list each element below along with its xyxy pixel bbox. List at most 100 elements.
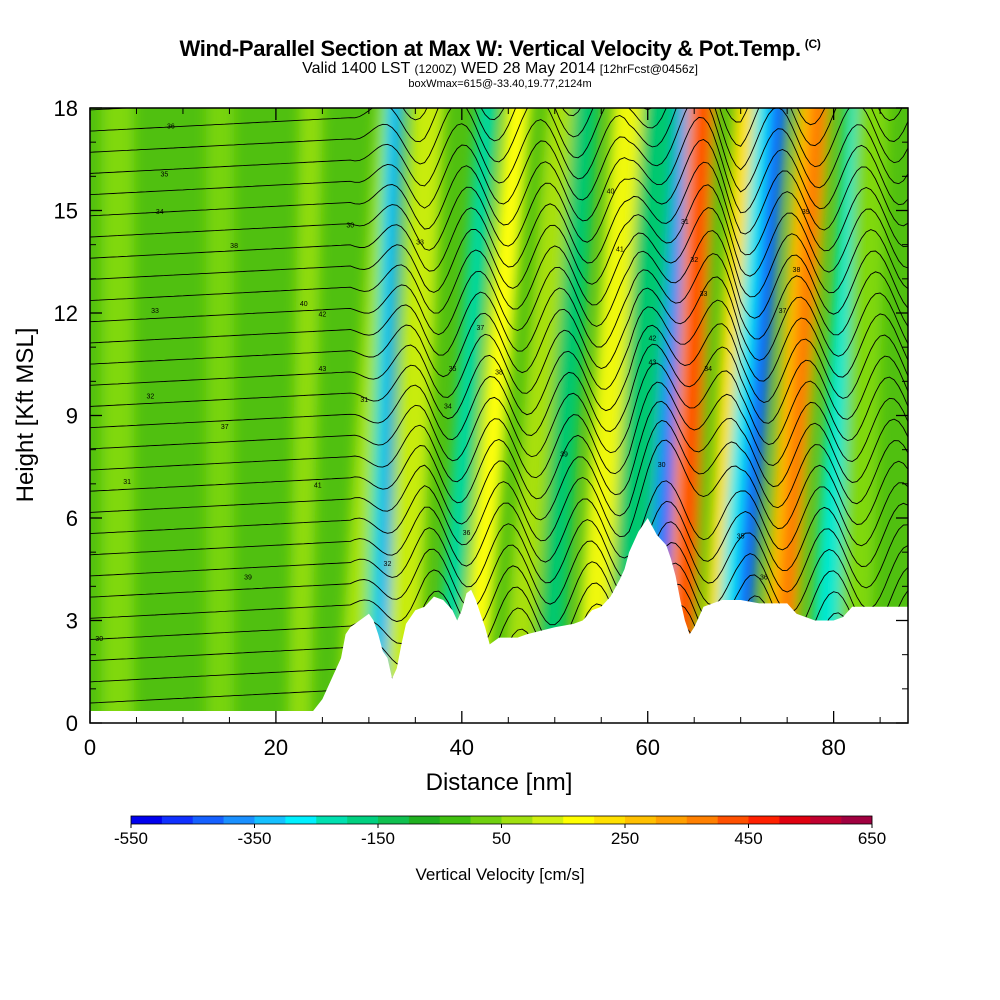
colorbar-swatch xyxy=(347,816,379,824)
chart-title: Wind-Parallel Section at Max W: Vertical… xyxy=(0,36,1000,62)
isentrope-label: 38 xyxy=(495,370,503,377)
isentrope-line xyxy=(90,161,908,272)
velocity-band xyxy=(836,108,889,723)
velocity-field xyxy=(101,108,889,723)
colorbar-swatch xyxy=(717,816,749,824)
x-tick-label: 20 xyxy=(264,735,288,760)
velocity-band xyxy=(434,108,499,723)
isentrope-label: 43 xyxy=(318,366,326,373)
isentrope-line xyxy=(90,299,908,398)
isentrope-line xyxy=(90,116,908,230)
velocity-band xyxy=(699,108,755,723)
colorbar-swatch xyxy=(655,816,688,824)
colorbar-swatch xyxy=(563,816,595,824)
isentrope-label: 40 xyxy=(300,301,308,308)
isentrope-label: 38 xyxy=(230,243,238,250)
colorbar-swatch xyxy=(501,816,533,824)
isentrope-label: 37 xyxy=(221,424,229,431)
isentrope-line xyxy=(90,542,908,630)
isentrope-line xyxy=(90,108,908,187)
velocity-band xyxy=(384,108,445,723)
isentrope-label: 34 xyxy=(704,366,712,373)
isentrope-label: 41 xyxy=(314,482,322,489)
velocity-band xyxy=(771,108,826,723)
isentrope-line xyxy=(90,253,908,356)
isentrope-label: 42 xyxy=(318,311,326,318)
isentrope-line xyxy=(90,0,908,99)
isentrope-label: 43 xyxy=(648,359,656,366)
isentrope-label: 30 xyxy=(658,462,666,469)
isentrope-label: 30 xyxy=(346,223,354,230)
isentrope-line xyxy=(90,362,908,462)
isentrope-label: 37 xyxy=(477,325,485,332)
colorbar-tick-label: -350 xyxy=(237,829,271,848)
y-tick-label: 0 xyxy=(66,711,78,736)
isentrope-label: 35 xyxy=(160,171,168,178)
isentrope-line xyxy=(90,138,908,251)
isentrope-label: 41 xyxy=(616,247,624,254)
isentrope-line xyxy=(90,108,903,143)
velocity-band xyxy=(534,108,599,723)
isentrope-line xyxy=(90,480,908,567)
chart-subtitle: Valid 1400 LST (1200Z) WED 28 May 2014 [… xyxy=(0,60,1000,78)
colorbar-tick-label: -550 xyxy=(114,829,148,848)
isentrope-label: 31 xyxy=(360,397,368,404)
colorbar-title: Vertical Velocity [cm/s] xyxy=(415,865,584,884)
velocity-band xyxy=(573,108,643,723)
x-axis-title: Distance [nm] xyxy=(426,769,573,796)
colorbar-tick-label: -150 xyxy=(361,829,395,848)
y-tick-label: 9 xyxy=(66,404,78,429)
velocity-band xyxy=(458,108,531,723)
y-tick-label: 18 xyxy=(54,96,78,121)
colorbar-swatch xyxy=(223,816,255,824)
isentrope-label: 32 xyxy=(384,561,392,568)
isentrope-label: 32 xyxy=(147,393,155,400)
isentrope-label: 33 xyxy=(700,291,708,298)
colorbar-swatch xyxy=(841,816,873,824)
forecast-info: [12hrFcst@0456z] xyxy=(599,62,698,76)
isentrope-label: 39 xyxy=(244,575,252,582)
colorbar-tick-label: 250 xyxy=(611,829,639,848)
plot-area: 30 31 32 33 34 35 36 37 38 39 40 41 42 43 30 31 32 33 34 35… xyxy=(90,0,908,723)
y-tick-label: 6 xyxy=(66,506,78,531)
isentrope-line xyxy=(90,276,908,378)
colorbar-swatch xyxy=(131,816,163,824)
y-tick-label: 15 xyxy=(54,199,78,224)
valid-prefix: Valid 1400 LST xyxy=(302,60,411,77)
colorbar: -550 -350 -150 50 250 450 650 xyxy=(114,815,886,848)
isentrope-line xyxy=(90,439,908,546)
isentrope-line xyxy=(90,184,908,293)
y-tick-label: 3 xyxy=(66,609,78,634)
isentrope-label: 32 xyxy=(690,257,698,264)
colorbar-swatch xyxy=(161,816,194,824)
colorbar-swatch xyxy=(779,816,811,824)
isentrope-label: 38 xyxy=(793,267,801,274)
isentrope-label: 34 xyxy=(156,209,164,216)
x-tick-label: 40 xyxy=(450,735,474,760)
x-tick-label: 0 xyxy=(84,735,96,760)
isentrope-label: 36 xyxy=(760,575,768,582)
isentrope-labels: 30 31 32 33 34 35 36 37 38 39 40 41 42 43 30 31 32 33 34 35… xyxy=(95,124,809,644)
colorbar-swatch xyxy=(192,816,224,824)
isentrope-line xyxy=(90,521,908,609)
terrain-mask xyxy=(90,518,908,723)
isentrope-label: 30 xyxy=(95,636,103,643)
y-axis-title: Height [Kft MSL] xyxy=(12,328,39,503)
isentrope-label: 31 xyxy=(681,219,689,226)
isentrope-label: 35 xyxy=(737,534,745,541)
isentrope-label: 36 xyxy=(463,530,471,537)
colorbar-tick-label: 50 xyxy=(492,829,511,848)
colorbar-tick-label: 650 xyxy=(858,829,886,848)
isentrope-label: 40 xyxy=(607,188,615,195)
isentrope-label: 42 xyxy=(648,335,656,342)
colorbar-swatch xyxy=(748,816,780,824)
colorbar-swatch xyxy=(532,816,564,824)
x-tick-label: 60 xyxy=(635,735,659,760)
colorbar-swatch xyxy=(470,816,502,824)
isentrope-line xyxy=(90,381,908,483)
isentrope-label: 36 xyxy=(167,124,175,131)
isentrope-line xyxy=(90,108,908,209)
isentrope-line xyxy=(90,207,908,314)
isentrope-line xyxy=(90,108,582,121)
